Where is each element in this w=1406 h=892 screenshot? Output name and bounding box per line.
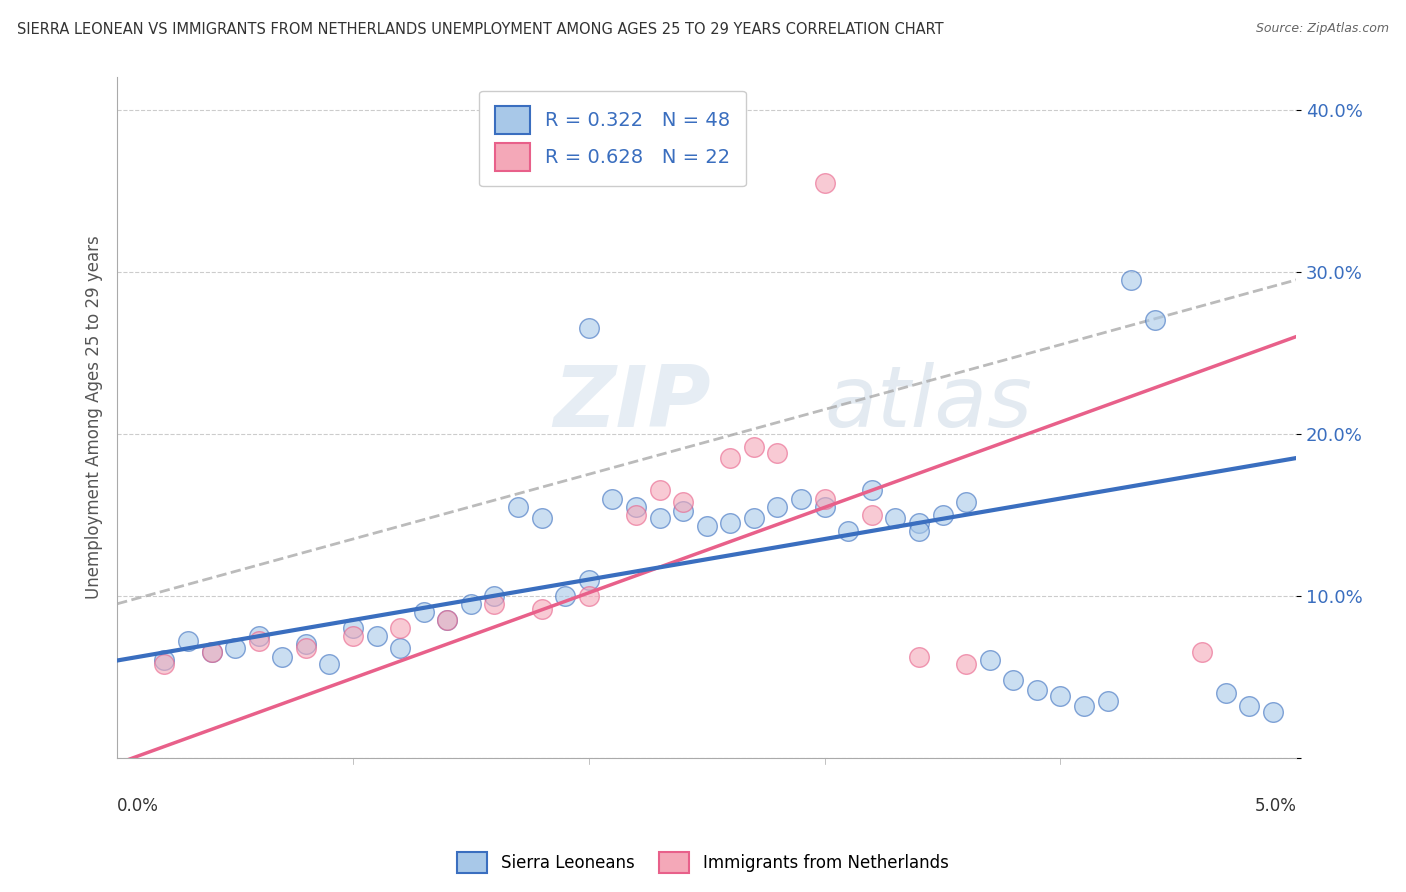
Point — [436, 613, 458, 627]
Point — [1191, 645, 1213, 659]
Point — [295, 637, 318, 651]
Point — [908, 516, 931, 530]
Point — [955, 495, 977, 509]
Point — [177, 634, 200, 648]
Point — [908, 650, 931, 665]
Point — [484, 597, 506, 611]
Point — [766, 446, 789, 460]
Point — [436, 613, 458, 627]
Point — [295, 640, 318, 655]
Point — [860, 483, 883, 498]
Text: ZIP: ZIP — [554, 362, 711, 445]
Point — [1025, 682, 1047, 697]
Point — [814, 176, 837, 190]
Point — [718, 516, 741, 530]
Point — [389, 640, 412, 655]
Y-axis label: Unemployment Among Ages 25 to 29 years: Unemployment Among Ages 25 to 29 years — [86, 235, 103, 599]
Point — [506, 500, 529, 514]
Text: SIERRA LEONEAN VS IMMIGRANTS FROM NETHERLANDS UNEMPLOYMENT AMONG AGES 25 TO 29 Y: SIERRA LEONEAN VS IMMIGRANTS FROM NETHER… — [17, 22, 943, 37]
Point — [200, 645, 222, 659]
Point — [979, 653, 1001, 667]
Point — [1049, 689, 1071, 703]
Point — [389, 621, 412, 635]
Point — [742, 511, 765, 525]
Text: 5.0%: 5.0% — [1254, 797, 1296, 814]
Point — [460, 597, 482, 611]
Point — [224, 640, 246, 655]
Point — [837, 524, 859, 538]
Point — [412, 605, 434, 619]
Point — [247, 634, 270, 648]
Text: 0.0%: 0.0% — [117, 797, 159, 814]
Point — [578, 589, 600, 603]
Point — [908, 524, 931, 538]
Point — [271, 650, 294, 665]
Legend: R = 0.322   N = 48, R = 0.628   N = 22: R = 0.322 N = 48, R = 0.628 N = 22 — [479, 91, 745, 186]
Point — [530, 601, 553, 615]
Point — [1237, 698, 1260, 713]
Text: atlas: atlas — [825, 362, 1032, 445]
Point — [153, 653, 176, 667]
Point — [955, 657, 977, 671]
Point — [578, 573, 600, 587]
Point — [153, 657, 176, 671]
Point — [814, 491, 837, 506]
Point — [247, 629, 270, 643]
Point — [318, 657, 340, 671]
Point — [484, 589, 506, 603]
Point — [766, 500, 789, 514]
Point — [648, 483, 671, 498]
Point — [624, 508, 647, 522]
Point — [554, 589, 576, 603]
Point — [624, 500, 647, 514]
Point — [672, 504, 695, 518]
Point — [342, 629, 364, 643]
Point — [366, 629, 388, 643]
Point — [1215, 686, 1237, 700]
Point — [931, 508, 953, 522]
Point — [200, 645, 222, 659]
Point — [672, 495, 695, 509]
Point — [602, 491, 624, 506]
Point — [1097, 694, 1119, 708]
Point — [742, 440, 765, 454]
Point — [814, 500, 837, 514]
Point — [696, 519, 718, 533]
Point — [1002, 673, 1025, 687]
Legend: Sierra Leoneans, Immigrants from Netherlands: Sierra Leoneans, Immigrants from Netherl… — [451, 846, 955, 880]
Point — [718, 451, 741, 466]
Point — [790, 491, 813, 506]
Point — [530, 511, 553, 525]
Text: Source: ZipAtlas.com: Source: ZipAtlas.com — [1256, 22, 1389, 36]
Point — [1143, 313, 1166, 327]
Point — [342, 621, 364, 635]
Point — [860, 508, 883, 522]
Point — [1121, 273, 1143, 287]
Point — [1261, 706, 1284, 720]
Point — [884, 511, 907, 525]
Point — [578, 321, 600, 335]
Point — [1073, 698, 1095, 713]
Point — [648, 511, 671, 525]
